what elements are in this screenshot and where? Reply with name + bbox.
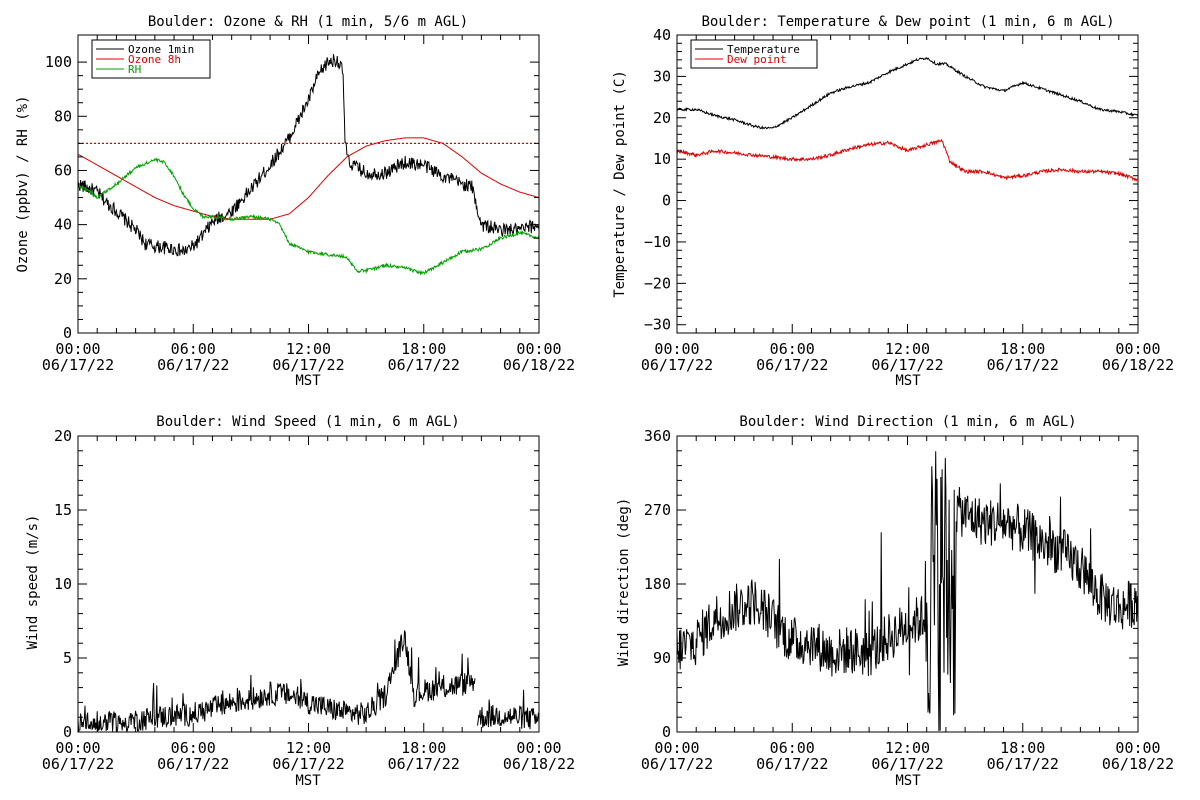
legend-label: Ozone 8h bbox=[128, 53, 181, 66]
series-line-ozone-1min bbox=[78, 54, 539, 257]
legend-box bbox=[690, 39, 818, 69]
x-tick-date: 06/17/22 bbox=[871, 755, 943, 773]
y-axis-label: Wind speed (m/s) bbox=[25, 515, 41, 650]
legend-label: Temperature bbox=[727, 43, 800, 56]
x-tick-time: 06:00 bbox=[770, 340, 815, 358]
x-tick-date: 06/17/22 bbox=[641, 356, 713, 374]
y-tick-label: 0 bbox=[662, 723, 671, 741]
x-tick-time: 12:00 bbox=[885, 739, 930, 757]
x-tick-date: 06/17/22 bbox=[987, 356, 1059, 374]
y-tick-label: 360 bbox=[644, 427, 671, 445]
x-tick-date: 06/17/22 bbox=[871, 356, 943, 374]
y-axis-label: Temperature / Dew point (C) bbox=[612, 70, 628, 298]
y-tick-label: 40 bbox=[54, 216, 72, 234]
series-line-dew-point bbox=[677, 138, 1138, 183]
x-tick-time: 12:00 bbox=[286, 340, 331, 358]
x-tick-time: 00:00 bbox=[55, 340, 100, 358]
x-tick-date: 06/18/22 bbox=[503, 356, 575, 374]
chart-title: Boulder: Wind Direction (1 min, 6 m AGL) bbox=[739, 414, 1076, 430]
y-tick-label: 30 bbox=[653, 67, 671, 85]
x-tick-date: 06/17/22 bbox=[756, 755, 828, 773]
series-line-data bbox=[677, 451, 1138, 732]
x-tick-time: 00:00 bbox=[1115, 739, 1160, 757]
x-tick-time: 18:00 bbox=[1000, 739, 1045, 757]
x-tick-date: 06/18/22 bbox=[1102, 755, 1174, 773]
x-tick-date: 06/17/22 bbox=[42, 356, 114, 374]
series-line-data bbox=[78, 629, 539, 732]
y-tick-label: 5 bbox=[63, 649, 72, 667]
x-tick-date: 06/17/22 bbox=[987, 755, 1059, 773]
chart-title: Boulder: Ozone & RH (1 min, 5/6 m AGL) bbox=[148, 14, 468, 30]
y-axis-label: Wind direction (deg) bbox=[616, 498, 632, 667]
legend-label: Dew point bbox=[727, 53, 787, 66]
y-tick-label: −10 bbox=[644, 233, 671, 251]
x-tick-date: 06/17/22 bbox=[388, 755, 460, 773]
x-tick-date: 06/17/22 bbox=[388, 356, 460, 374]
x-tick-time: 06:00 bbox=[171, 340, 216, 358]
legend-label: Ozone 1min bbox=[128, 43, 194, 56]
plot-frame bbox=[676, 34, 1139, 334]
x-tick-date: 06/17/22 bbox=[641, 755, 713, 773]
x-tick-time: 18:00 bbox=[401, 739, 446, 757]
x-tick-time: 06:00 bbox=[171, 739, 216, 757]
x-axis-label: MST bbox=[295, 373, 321, 389]
legend-label: RH bbox=[128, 63, 141, 76]
y-tick-label: 100 bbox=[45, 53, 72, 71]
x-tick-time: 12:00 bbox=[885, 340, 930, 358]
x-tick-time: 00:00 bbox=[55, 739, 100, 757]
x-tick-time: 00:00 bbox=[516, 739, 561, 757]
x-tick-date: 06/17/22 bbox=[272, 356, 344, 374]
y-tick-label: 10 bbox=[54, 575, 72, 593]
x-tick-time: 18:00 bbox=[1000, 340, 1045, 358]
y-tick-label: 0 bbox=[63, 324, 72, 342]
y-tick-label: 60 bbox=[54, 161, 72, 179]
y-tick-label: 80 bbox=[54, 107, 72, 125]
y-tick-label: 90 bbox=[653, 649, 671, 667]
x-tick-date: 06/17/22 bbox=[756, 356, 828, 374]
x-tick-time: 06:00 bbox=[770, 739, 815, 757]
x-tick-time: 00:00 bbox=[516, 340, 561, 358]
x-tick-time: 12:00 bbox=[286, 739, 331, 757]
y-tick-label: 0 bbox=[63, 723, 72, 741]
x-axis-label: MST bbox=[295, 773, 321, 789]
y-tick-label: −30 bbox=[644, 316, 671, 334]
x-tick-date: 06/17/22 bbox=[157, 755, 229, 773]
x-tick-date: 06/17/22 bbox=[42, 755, 114, 773]
x-tick-time: 00:00 bbox=[654, 739, 699, 757]
y-axis-label: Ozone (ppbv) / RH (%) bbox=[15, 95, 31, 272]
x-tick-date: 06/17/22 bbox=[272, 755, 344, 773]
y-tick-label: 15 bbox=[54, 501, 72, 519]
y-tick-label: 270 bbox=[644, 501, 671, 519]
panel-wind-speed: Boulder: Wind Speed (1 min, 6 m AGL) Win… bbox=[25, 414, 575, 789]
series-line-ozone-8h bbox=[78, 137, 539, 220]
x-tick-date: 06/18/22 bbox=[1102, 356, 1174, 374]
chart-title: Boulder: Temperature & Dew point (1 min,… bbox=[701, 14, 1114, 30]
x-tick-time: 18:00 bbox=[401, 340, 446, 358]
x-tick-date: 06/17/22 bbox=[157, 356, 229, 374]
y-tick-label: 10 bbox=[653, 150, 671, 168]
series-line-rh bbox=[78, 157, 539, 276]
y-tick-label: 20 bbox=[653, 109, 671, 127]
y-tick-label: 180 bbox=[644, 575, 671, 593]
x-tick-time: 00:00 bbox=[654, 340, 699, 358]
x-tick-date: 06/18/22 bbox=[503, 755, 575, 773]
panel-ozone-rh: Boulder: Ozone & RH (1 min, 5/6 m AGL) O… bbox=[15, 14, 575, 389]
chart-title: Boulder: Wind Speed (1 min, 6 m AGL) bbox=[156, 414, 459, 430]
y-tick-label: 20 bbox=[54, 270, 72, 288]
panel-wind-direction: Boulder: Wind Direction (1 min, 6 m AGL)… bbox=[616, 414, 1174, 789]
plot-frame bbox=[676, 435, 1139, 733]
panel-temperature-dewpoint: Boulder: Temperature & Dew point (1 min,… bbox=[612, 14, 1174, 389]
plot-frame bbox=[77, 435, 540, 733]
y-tick-label: 40 bbox=[653, 26, 671, 44]
series-line-temperature bbox=[677, 56, 1138, 130]
y-tick-label: 20 bbox=[54, 427, 72, 445]
x-axis-label: MST bbox=[895, 373, 921, 389]
y-tick-label: 0 bbox=[662, 192, 671, 210]
x-axis-label: MST bbox=[895, 773, 921, 789]
x-tick-time: 00:00 bbox=[1115, 340, 1160, 358]
y-tick-label: −20 bbox=[644, 274, 671, 292]
